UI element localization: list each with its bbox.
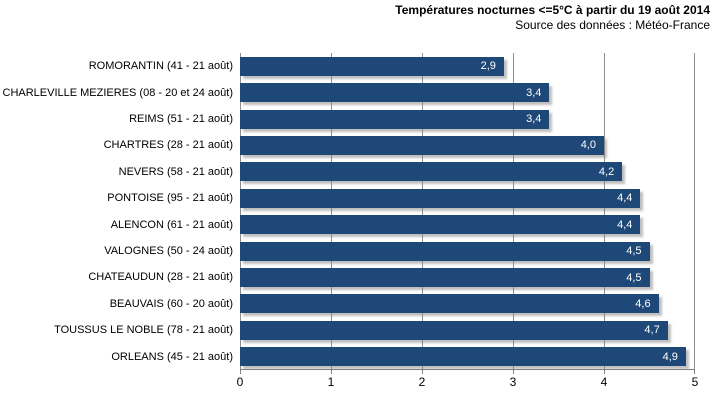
- bar: 3,4: [240, 83, 550, 103]
- x-tick-mark: [331, 370, 332, 374]
- category-label: ORLEANS (45 - 21 août): [111, 350, 233, 363]
- gridline: [331, 53, 332, 370]
- category-label: ALENCON (61 - 21 août): [110, 218, 233, 231]
- chart-title: Températures nocturnes <=5°C à partir du…: [395, 3, 710, 17]
- gridline: [422, 53, 423, 370]
- bar: 4,5: [240, 268, 650, 288]
- bar-value-label: 3,4: [526, 86, 542, 99]
- bar-value-label: 4,4: [617, 218, 633, 231]
- gridline: [513, 53, 514, 370]
- plot-area: 2,9 3,4 3,4 4,0 4,2 4,4 4,4 4,5 4,5 4,6 4,7 4,9: [240, 53, 695, 370]
- x-axis: 0 1 2 3 4 5: [0, 370, 715, 392]
- category-label: VALOGNES (50 - 24 août): [104, 245, 233, 258]
- category-label: TOUSSUS LE NOBLE (78 - 21 août): [54, 324, 233, 337]
- category-label: CHARTRES (28 - 21 août): [103, 139, 233, 152]
- bar-value-label: 4,4: [617, 192, 633, 205]
- bar: 3,4: [240, 109, 550, 129]
- category-label: REIMS (51 - 21 août): [129, 113, 233, 126]
- bar: 4,7: [240, 320, 668, 340]
- gridline: [604, 53, 605, 370]
- x-tick-mark: [513, 370, 514, 374]
- x-axis-line: [240, 369, 695, 370]
- bar-value-label: 4,6: [635, 297, 651, 310]
- category-label: CHATEAUDUN (28 - 21 août): [88, 271, 233, 284]
- x-tick-label: 3: [509, 375, 517, 389]
- category-label: NEVERS (58 - 21 août): [118, 165, 233, 178]
- bar-row: 4,2: [240, 159, 695, 185]
- bar: 4,0: [240, 135, 604, 155]
- category-axis: ROMORANTIN (41 - 21 août) CHARLEVILLE MEZ…: [0, 53, 234, 370]
- bar-row: 4,9: [240, 344, 695, 370]
- category-label: BEAUVAIS (60 - 20 août): [109, 297, 233, 310]
- category-label: ROMORANTIN (41 - 21 août): [88, 60, 233, 73]
- x-tick-label: 1: [327, 375, 335, 389]
- bar: 4,9: [240, 347, 686, 367]
- bar-row: 4,4: [240, 185, 695, 211]
- bar-row: 4,7: [240, 317, 695, 343]
- bar-row: 4,5: [240, 238, 695, 264]
- x-tick-label: 2: [418, 375, 426, 389]
- bar-value-label: 4,5: [626, 245, 642, 258]
- x-tick-label: 5: [691, 375, 699, 389]
- bar-value-label: 4,7: [644, 324, 660, 337]
- bar-row: 4,5: [240, 264, 695, 290]
- bar-value-label: 3,4: [526, 113, 542, 126]
- category-label: PONTOISE (95 - 21 août): [107, 192, 233, 205]
- x-tick-label: 4: [600, 375, 608, 389]
- chart-subtitle: Source des données : Météo-France: [515, 18, 710, 32]
- bar-value-label: 2,9: [480, 60, 496, 73]
- bar-row: 4,6: [240, 291, 695, 317]
- bar-value-label: 4,9: [662, 350, 678, 363]
- bar: 4,5: [240, 241, 650, 261]
- bar: 4,2: [240, 162, 623, 182]
- bar-row: 4,4: [240, 212, 695, 238]
- x-tick-mark: [422, 370, 423, 374]
- bar-row: 3,4: [240, 106, 695, 132]
- gridline: [240, 53, 241, 370]
- bar: 2,9: [240, 56, 504, 76]
- bar-row: 3,4: [240, 79, 695, 105]
- chart-header: Températures nocturnes <=5°C à partir du…: [395, 3, 710, 33]
- gridline: [694, 53, 695, 370]
- category-label: CHARLEVILLE MEZIERES (08 - 20 et 24 août…: [2, 86, 234, 99]
- bar-value-label: 4,5: [626, 271, 642, 284]
- x-tick-mark: [604, 370, 605, 374]
- x-tick-mark: [694, 370, 695, 374]
- bar-row: 2,9: [240, 53, 695, 79]
- bar-value-label: 4,0: [580, 139, 596, 152]
- x-tick-label: 0: [236, 375, 244, 389]
- bar: 4,4: [240, 188, 641, 208]
- x-tick-mark: [240, 370, 241, 374]
- bar: 4,6: [240, 294, 659, 314]
- bar-row: 4,0: [240, 132, 695, 158]
- bar: 4,4: [240, 215, 641, 235]
- bar-value-label: 4,2: [598, 165, 615, 178]
